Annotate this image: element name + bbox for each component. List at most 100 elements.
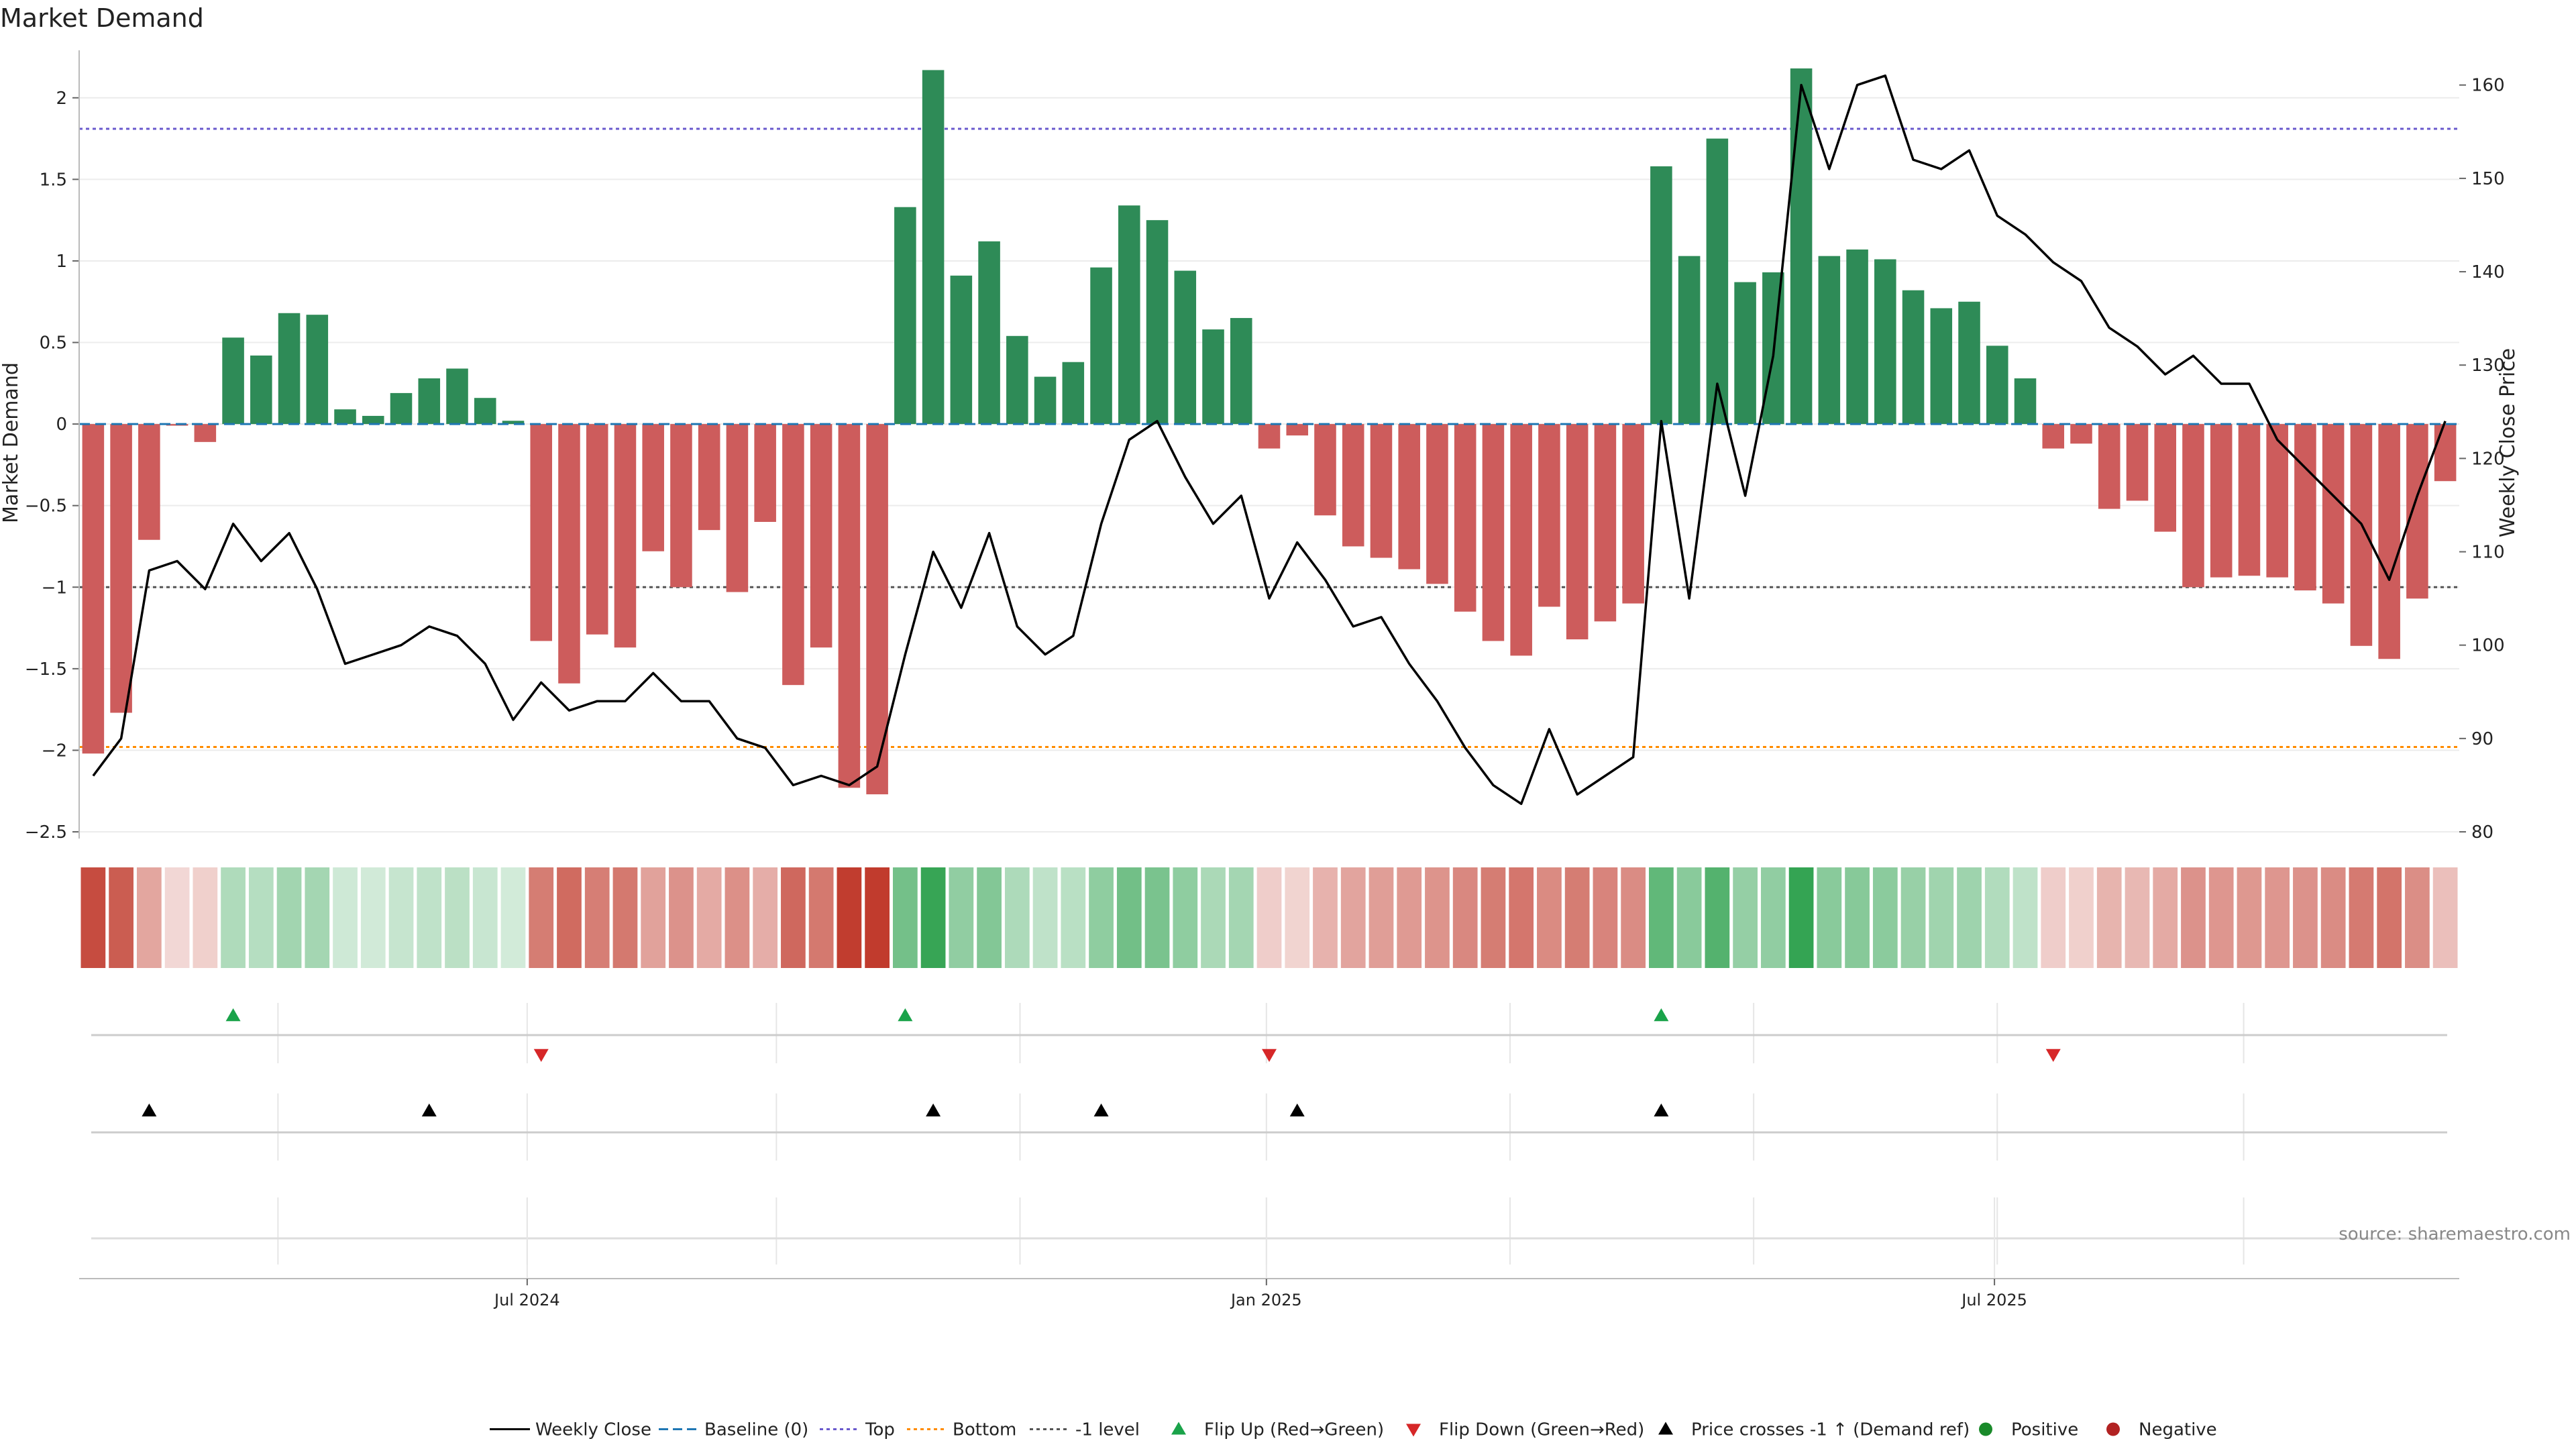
strip-cell [2153,867,2178,968]
demand-bar [1622,424,1644,604]
demand-bar [1678,256,1701,425]
strip-cell [1900,867,1926,968]
strip-cell [1984,867,2010,968]
demand-bar [642,424,664,551]
demand-bar [2210,424,2233,578]
strip-cell [276,867,302,968]
demand-bar [782,424,804,686]
strip-cell [221,867,246,968]
strip-cell [892,867,918,968]
strip-cell [109,867,133,968]
demand-bar [1902,290,1925,425]
demand-bar [1034,376,1057,425]
strip-cell [2012,867,2038,968]
demand-bar [446,368,468,425]
y2-tick-label: 130 [2471,356,2505,376]
strip-cell [2237,867,2262,968]
demand-bar [1258,424,1281,449]
legend-label: Flip Up (Red→Green) [1204,1420,1384,1440]
strip-cell [248,867,274,968]
y2-tick-label: 120 [2471,449,2505,469]
strip-cell [612,867,638,968]
demand-bar [1650,166,1672,425]
legend-swatch [1171,1421,1186,1435]
legend-label: Negative [2139,1420,2217,1440]
signal-panels [91,1003,2447,1265]
demand-bar [418,378,441,425]
strip-cell [808,867,834,968]
demand-bar [250,355,272,425]
demand-bar [1566,424,1589,640]
demand-bar [1370,424,1393,558]
demand-bar [138,424,160,540]
x-tick-label: Jul 2024 [493,1291,560,1309]
demand-bars [79,68,2459,795]
strip-cell [1788,867,1814,968]
legend-label: Top [865,1420,895,1440]
strip-cell [80,867,106,968]
y-tick-label: 0 [56,415,67,435]
demand-bar [2042,424,2065,449]
y-tick-label: −1.5 [25,659,67,680]
demand-bar [1874,259,1896,425]
price-cross-marker [926,1104,941,1117]
strip-cell [333,867,358,968]
demand-bar [1174,270,1197,425]
demand-bar [2322,424,2345,604]
flip-up-marker [898,1008,913,1022]
strip-cell [1116,867,1142,968]
strip-cell [1452,867,1478,968]
y-tick-label: 0.5 [40,333,67,354]
demand-bar [2350,424,2373,646]
strip-cell [977,867,1002,968]
demand-bar [1342,424,1364,547]
demand-bar [390,392,413,425]
flip-down-marker [533,1049,549,1062]
demand-bar [1538,424,1560,607]
legend-swatch [1658,1421,1673,1435]
strip-cell [1733,867,1758,968]
strip-cell [2096,867,2122,968]
demand-bar [1986,345,2008,425]
strip-cell [865,867,890,968]
demand-bar [810,424,833,648]
strip-cell [1537,867,1562,968]
demand-bar [1846,249,1868,425]
strip-cell [1061,867,1086,968]
strip-cell [1705,867,1730,968]
legend-swatch [1406,1424,1421,1437]
demand-bar [110,424,132,713]
demand-bar [2098,424,2121,509]
demand-bar [2434,424,2457,482]
strip-cell [417,867,442,968]
legend-item: Positive [1979,1420,2078,1440]
strip-cell [1649,867,1674,968]
strip-cell [1285,867,1310,968]
demand-bar [614,424,637,648]
demand-bar [1482,424,1505,641]
demand-bar [698,424,720,531]
legend-label: Price crosses -1 ↑ (Demand ref) [1691,1420,1970,1440]
y2-axis-label: Weekly Close Price [2496,348,2520,537]
strip-cell [164,867,190,968]
legend-item: -1 level [1030,1420,1140,1440]
strip-cell [529,867,554,968]
strip-cell [1509,867,1534,968]
strip-cell [724,867,750,968]
strip-cell [2208,867,2234,968]
demand-bar [1398,424,1420,570]
demand-bar [1230,318,1252,425]
strip-cell [1425,867,1450,968]
y-tick-label: −1 [42,578,67,598]
demand-bar [754,424,776,522]
y-tick-label: −0.5 [25,496,67,517]
strip-cell [1676,867,1702,968]
strip-cell [1173,867,1198,968]
strip-cell [753,867,778,968]
demand-bar [726,424,749,592]
demand-bar [2070,424,2092,444]
demand-bar [222,337,244,425]
legend-label: Baseline (0) [704,1420,808,1440]
strip-cell [1256,867,1282,968]
